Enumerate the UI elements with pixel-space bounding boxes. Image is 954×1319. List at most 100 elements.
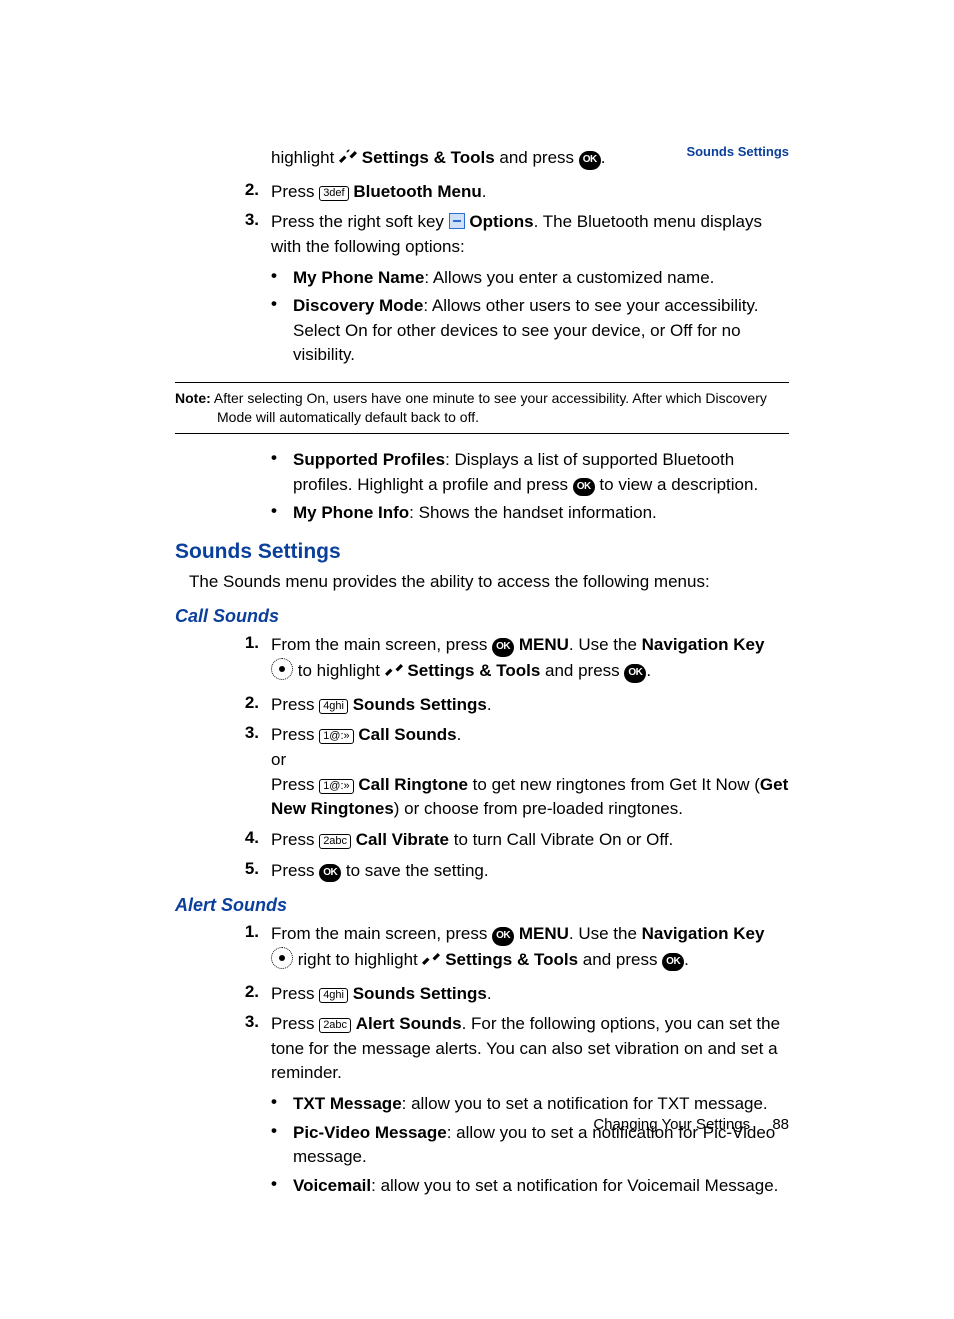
text-bold: Settings & Tools: [407, 661, 540, 680]
text: .: [482, 182, 487, 201]
page-footer: Changing Your Settings 88: [593, 1116, 789, 1133]
bullet-row: • Discovery Mode: Allows other users to …: [175, 294, 789, 368]
keycap-icon: 2abc: [319, 1018, 351, 1033]
note-text: After selecting On, users have one minut…: [211, 390, 767, 425]
text: to save the setting.: [341, 861, 488, 880]
text: From the main screen, press: [271, 635, 492, 654]
bullet-row: • Voicemail: allow you to set a notifica…: [175, 1174, 789, 1199]
step-number: 2.: [225, 693, 271, 718]
step-number: 2.: [225, 180, 271, 205]
text: and press: [540, 661, 624, 680]
text: to get new ringtones from Get It Now (: [468, 775, 760, 794]
bullet-row: • My Phone Info: Shows the handset infor…: [175, 501, 789, 526]
text-bold: Pic-Video Message: [293, 1123, 447, 1142]
text: .: [487, 695, 492, 714]
text: to turn Call Vibrate On or Off.: [449, 830, 673, 849]
ok-icon: OK: [319, 864, 341, 883]
text: .: [601, 148, 606, 167]
text-bold: My Phone Name: [293, 268, 424, 287]
ok-icon: OK: [579, 151, 601, 170]
text-bold: Call Vibrate: [356, 830, 449, 849]
text: Press: [271, 775, 319, 794]
step-row: 4. Press 2abc Call Vibrate to turn Call …: [175, 828, 789, 853]
text: Press: [271, 695, 319, 714]
step-row: 3. Press 2abc Alert Sounds. For the foll…: [175, 1012, 789, 1086]
tools-icon: [385, 661, 403, 687]
text: to view a description.: [595, 475, 758, 494]
step-number: 3.: [225, 723, 271, 822]
bullet-row: • TXT Message: allow you to set a notifi…: [175, 1092, 789, 1117]
section-intro: The Sounds menu provides the ability to …: [189, 570, 789, 595]
bullet-row: • Supported Profiles: Displays a list of…: [175, 448, 789, 497]
text: Press: [271, 984, 319, 1003]
text: : Shows the handset information.: [409, 503, 657, 522]
text: . Use the: [569, 635, 642, 654]
text: Press: [271, 830, 319, 849]
text: Press: [271, 1014, 319, 1033]
text: ) or choose from pre-loaded ringtones.: [394, 799, 683, 818]
footer-page-number: 88: [772, 1116, 789, 1133]
manual-page: Sounds Settings highlight Settings & Too…: [0, 0, 954, 1319]
text: or: [271, 750, 286, 769]
header-section-link: Sounds Settings: [686, 144, 789, 159]
text: From the main screen, press: [271, 924, 492, 943]
step-row: 5. Press OK to save the setting.: [175, 859, 789, 884]
text: Press the right soft key: [271, 212, 449, 231]
step-number: 4.: [225, 828, 271, 853]
step-row: 1. From the main screen, press OK MENU. …: [175, 922, 789, 975]
text-bold: Call Sounds: [358, 725, 456, 744]
step-number: 3.: [225, 1012, 271, 1086]
text-bold: My Phone Info: [293, 503, 409, 522]
text: right to highlight: [293, 950, 422, 969]
text: : allow you to set a notification for Vo…: [371, 1176, 778, 1195]
text-bold: MENU: [519, 924, 569, 943]
step-number: 1.: [225, 633, 271, 686]
keycap-icon: 3def: [319, 186, 348, 201]
text-bold: Discovery Mode: [293, 296, 423, 315]
text: highlight: [271, 148, 339, 167]
text: : Allows you enter a customized name.: [424, 268, 714, 287]
text-bold: Settings & Tools: [362, 148, 495, 167]
tools-icon: [422, 950, 440, 976]
step-row: 2. Press 4ghi Sounds Settings.: [175, 693, 789, 718]
bullet-row: • My Phone Name: Allows you enter a cust…: [175, 266, 789, 291]
keycap-icon: 1@:»: [319, 729, 353, 744]
text: .: [457, 725, 462, 744]
ok-icon: OK: [492, 927, 514, 946]
text-bold: Voicemail: [293, 1176, 371, 1195]
text-bold: MENU: [519, 635, 569, 654]
text-bold: Supported Profiles: [293, 450, 445, 469]
text-bold: TXT Message: [293, 1094, 402, 1113]
step-number: 5.: [225, 859, 271, 884]
text: and press: [578, 950, 662, 969]
nav-key-icon: [271, 947, 293, 969]
ok-icon: OK: [573, 478, 595, 497]
text-bold: Alert Sounds: [356, 1014, 462, 1033]
text-bold: Settings & Tools: [445, 950, 578, 969]
softkey-icon: [449, 213, 465, 229]
tools-icon: [339, 148, 357, 174]
text: Press: [271, 725, 319, 744]
note-block: Note: After selecting On, users have one…: [175, 382, 789, 434]
text-bold: Sounds Settings: [353, 695, 487, 714]
step-row: 3. Press the right soft key Options. The…: [175, 210, 789, 259]
subsection-heading: Call Sounds: [175, 606, 789, 627]
keycap-icon: 2abc: [319, 834, 351, 849]
footer-chapter: Changing Your Settings: [593, 1116, 750, 1133]
keycap-icon: 4ghi: [319, 988, 348, 1003]
step-row: 3. Press 1@:» Call Sounds. or Press 1@:»…: [175, 723, 789, 822]
step-number: 1.: [225, 922, 271, 975]
note-label: Note:: [175, 390, 211, 406]
ok-icon: OK: [492, 638, 514, 657]
text: and press: [499, 148, 578, 167]
text: Press: [271, 861, 319, 880]
keycap-icon: 1@:»: [319, 779, 353, 794]
subsection-heading: Alert Sounds: [175, 895, 789, 916]
step-row: 1. From the main screen, press OK MENU. …: [175, 633, 789, 686]
text: .: [487, 984, 492, 1003]
text: . Use the: [569, 924, 642, 943]
ok-icon: OK: [624, 664, 646, 683]
text-bold: Call Ringtone: [358, 775, 468, 794]
nav-key-icon: [271, 658, 293, 680]
text-bold: Navigation Key: [642, 924, 765, 943]
